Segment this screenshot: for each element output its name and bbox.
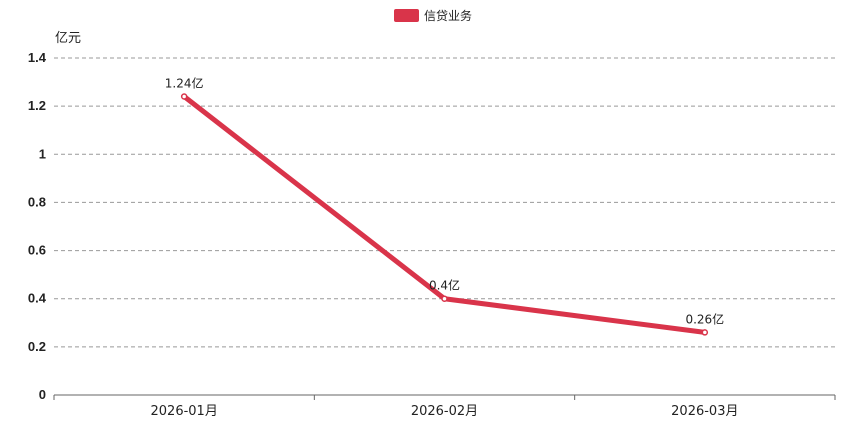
x-tick-label: 2026-03月 [671, 404, 738, 419]
legend-label: 信贷业务 [424, 8, 472, 23]
data-label: 0.4亿 [429, 278, 460, 293]
series-layer: 1.24亿 0.4亿 0.26亿 [165, 76, 724, 336]
x-tick-label: 2026-02月 [411, 404, 478, 419]
y-axis-unit: 亿元 [55, 31, 81, 46]
y-tick-label: 1.4 [28, 50, 47, 65]
data-label: 0.26亿 [685, 311, 724, 326]
legend-swatch [394, 9, 419, 22]
grid-lines [54, 57, 835, 348]
legend[interactable]: 信贷业务 [394, 8, 472, 23]
x-axis: 2026-01月 2026-02月 2026-03月 [53, 394, 836, 419]
y-tick-label: 0.6 [28, 243, 46, 258]
y-tick-label: 0 [39, 387, 46, 402]
data-point[interactable] [180, 93, 188, 100]
y-tick-label: 1 [39, 146, 46, 161]
y-tick-label: 0.8 [28, 194, 46, 209]
y-axis-ticks: 0 0.2 0.4 0.6 0.8 1 1.2 1.4 [28, 50, 47, 402]
x-tick-label: 2026-01月 [151, 404, 218, 419]
y-tick-label: 0.2 [28, 339, 46, 354]
data-point[interactable] [441, 295, 448, 302]
data-point[interactable] [701, 329, 709, 336]
y-tick-label: 1.2 [28, 98, 46, 113]
y-tick-label: 0.4 [28, 291, 47, 306]
data-label: 1.24亿 [165, 76, 204, 91]
